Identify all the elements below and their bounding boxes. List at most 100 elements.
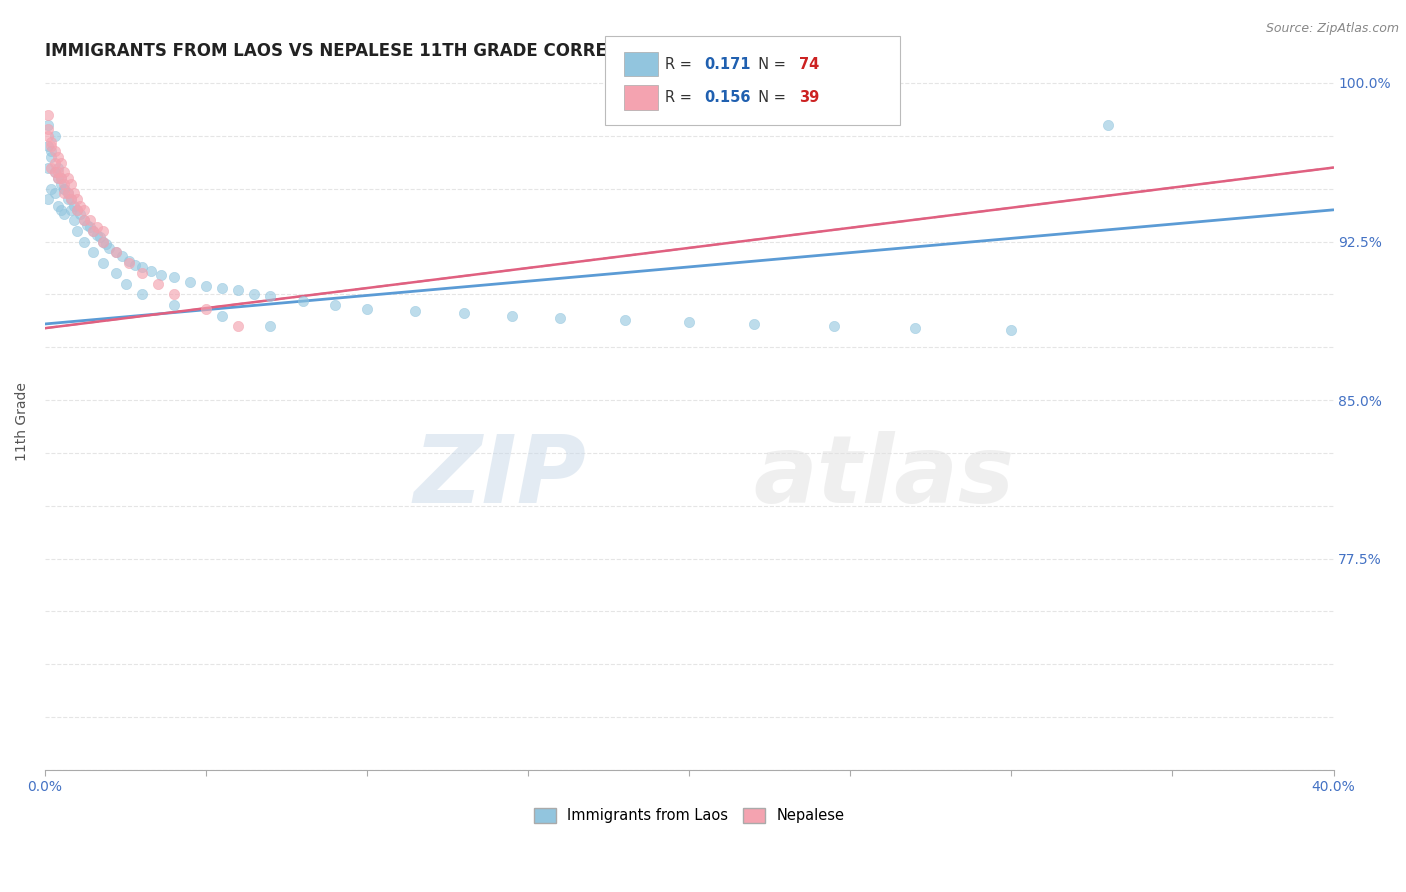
Point (46, 161, 69, 175)
Text: R =: R = (665, 57, 696, 71)
Point (76, 218, 98, 232)
Point (131, 260, 153, 274)
Point (179, 275, 201, 289)
Point (226, 319, 249, 334)
Text: 0.171: 0.171 (704, 57, 751, 71)
Point (46, 171, 69, 186)
Point (146, 277, 169, 291)
Point (1000, 323, 1022, 337)
Text: 39: 39 (799, 90, 818, 105)
Point (66, 202, 89, 217)
Point (904, 321, 927, 335)
Point (323, 298, 346, 312)
Point (163, 270, 186, 285)
Point (89, 230, 111, 244)
Point (91, 255, 114, 269)
Point (66, 192, 89, 206)
Point (37, 122, 59, 136)
Point (742, 317, 765, 331)
Point (163, 287, 186, 301)
Point (550, 310, 572, 325)
Point (104, 266, 127, 280)
Point (59, 178, 82, 192)
Point (79, 219, 101, 234)
Point (453, 306, 475, 320)
Point (149, 268, 172, 283)
Point (91, 224, 114, 238)
Point (37, 139, 59, 153)
Point (82, 224, 104, 238)
Point (104, 245, 127, 260)
Point (823, 319, 845, 334)
Point (44, 165, 66, 179)
Point (1097, 118, 1119, 132)
Point (44, 144, 66, 158)
Point (46, 198, 69, 212)
Point (72, 213, 94, 227)
Point (72, 202, 94, 217)
Point (82, 224, 104, 238)
Point (66, 224, 89, 238)
Point (114, 277, 136, 291)
Text: ZIP: ZIP (413, 431, 586, 523)
Point (131, 266, 153, 280)
Point (56, 186, 79, 200)
Point (291, 293, 314, 308)
Point (49, 178, 72, 192)
Point (37, 108, 59, 122)
Text: 74: 74 (799, 57, 818, 71)
Point (44, 165, 66, 179)
Point (63, 213, 86, 227)
Point (53, 178, 76, 192)
Point (37, 161, 59, 175)
Point (49, 156, 72, 170)
Point (98, 241, 121, 255)
Point (41, 144, 63, 158)
Point (124, 258, 146, 272)
Point (49, 171, 72, 186)
Point (53, 182, 76, 196)
Point (356, 302, 378, 317)
Point (53, 186, 76, 200)
Point (63, 198, 86, 212)
Point (79, 213, 101, 227)
Point (96, 236, 118, 251)
Point (86, 228, 108, 243)
Legend: Immigrants from Laos, Nepalese: Immigrants from Laos, Nepalese (529, 802, 851, 829)
Point (37, 118, 59, 132)
Point (243, 287, 266, 301)
Point (82, 245, 104, 260)
Point (111, 249, 134, 263)
Point (41, 150, 63, 164)
Point (259, 319, 281, 334)
Point (37, 128, 59, 143)
Point (41, 139, 63, 153)
Y-axis label: 11th Grade: 11th Grade (15, 382, 30, 460)
Point (91, 235, 114, 249)
Point (86, 219, 108, 234)
Point (41, 135, 63, 149)
Point (69, 207, 91, 221)
Point (41, 182, 63, 196)
Point (195, 302, 218, 317)
Text: R =: R = (665, 90, 696, 105)
Point (678, 315, 700, 329)
Point (613, 312, 636, 326)
Point (56, 186, 79, 200)
Point (211, 281, 233, 295)
Point (59, 192, 82, 206)
Point (66, 202, 89, 217)
Point (46, 171, 69, 186)
Text: Source: ZipAtlas.com: Source: ZipAtlas.com (1265, 22, 1399, 36)
Point (46, 165, 69, 179)
Point (49, 202, 72, 217)
Point (37, 192, 59, 206)
Point (44, 186, 66, 200)
Point (56, 192, 79, 206)
Point (118, 253, 141, 268)
Point (59, 192, 82, 206)
Point (211, 309, 233, 323)
Point (53, 182, 76, 196)
Point (59, 202, 82, 217)
Point (226, 283, 249, 297)
